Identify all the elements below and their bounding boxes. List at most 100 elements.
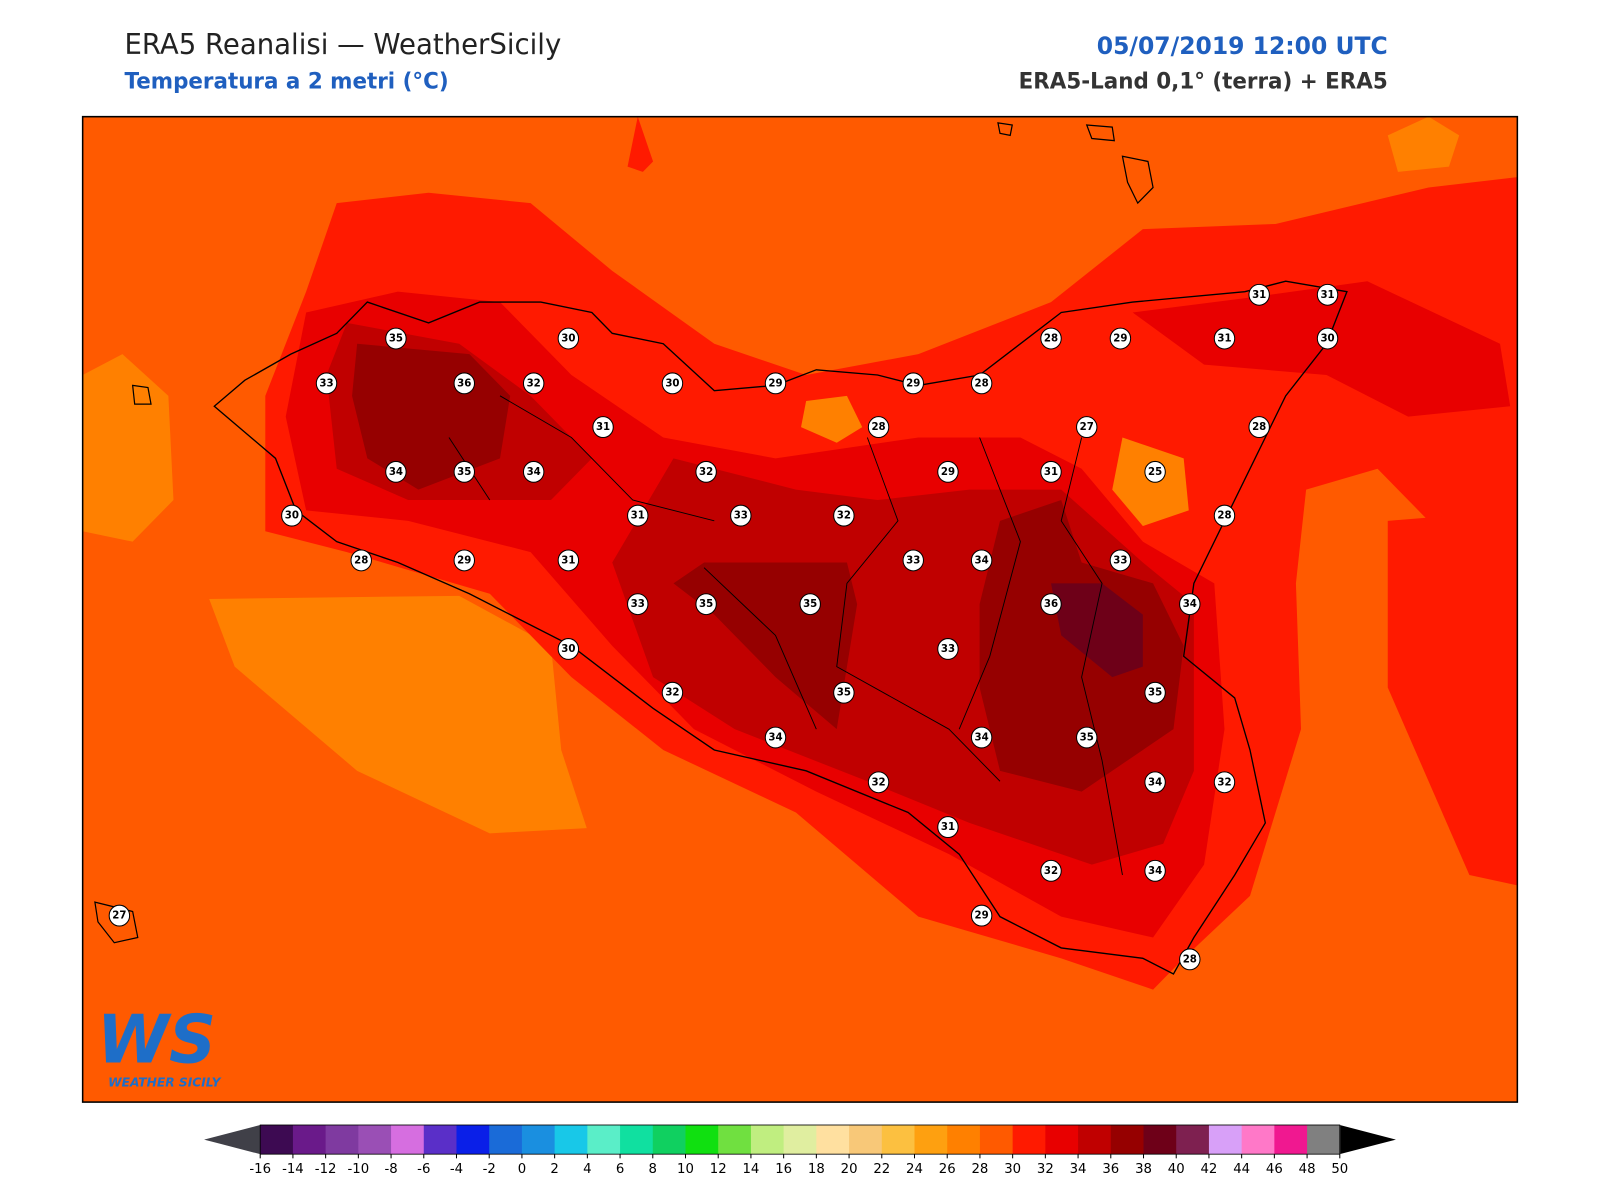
- colorbar-box: [456, 1125, 490, 1155]
- station-value: 33: [319, 377, 333, 389]
- colorbar-box: [979, 1125, 1014, 1155]
- station-value: 32: [837, 510, 851, 522]
- colorbar-box: [358, 1125, 392, 1155]
- station-value: 34: [975, 731, 989, 743]
- station-marker: [1040, 593, 1062, 616]
- station-value: 28: [1252, 421, 1266, 433]
- station-value: 31: [1252, 289, 1266, 301]
- colorbar-box: [1012, 1125, 1046, 1155]
- colorbar-tick-label: 38: [1135, 1162, 1152, 1177]
- station-value: 32: [665, 687, 679, 699]
- colorbar-box: [783, 1125, 817, 1155]
- station-marker: [695, 460, 717, 483]
- station-value: 33: [1113, 554, 1127, 566]
- colorbar-tick-label: -12: [315, 1162, 337, 1177]
- station-value: 32: [1217, 776, 1231, 788]
- colorbar-tick-label: 26: [939, 1162, 956, 1177]
- colorbar-box: [718, 1125, 752, 1155]
- station-marker: [1076, 416, 1098, 439]
- station-value: 32: [527, 377, 541, 389]
- station-value: 35: [837, 687, 851, 699]
- colorbar-box: [1208, 1125, 1243, 1155]
- station-value: 29: [975, 910, 989, 922]
- station-marker: [557, 327, 580, 350]
- station-value: 29: [906, 377, 920, 389]
- station-value: 29: [457, 554, 471, 566]
- colorbar-box: [325, 1125, 359, 1155]
- station-value: 28: [871, 421, 885, 433]
- station-value: 25: [1148, 466, 1162, 478]
- station-value: 28: [1183, 953, 1197, 965]
- station-marker: [453, 372, 475, 395]
- colorbar-box: [1241, 1125, 1275, 1155]
- station-marker: [1109, 327, 1132, 350]
- map-frame: [81, 115, 1519, 1103]
- colorbar-box: [620, 1125, 654, 1155]
- colorbar-box: [849, 1125, 883, 1155]
- station-marker: [1213, 504, 1236, 527]
- colorbar-tick-label: -4: [450, 1162, 463, 1177]
- station-marker: [970, 726, 993, 749]
- colorbar-tick-label: 0: [518, 1162, 526, 1177]
- station-value: 35: [1080, 731, 1094, 743]
- station-marker: [385, 460, 407, 483]
- colorbar-box: [750, 1125, 785, 1155]
- station-marker: [1248, 416, 1270, 439]
- colorbar: -16 -14 -12 -10 -8 -6 -4 -2 0 2 4 6 8 10 12 14 16 18 20 22 2…: [204, 1124, 1396, 1177]
- colorbar-tick-label: 32: [1037, 1162, 1054, 1177]
- station-value: 35: [457, 466, 471, 478]
- colorbar-box: [1110, 1125, 1145, 1155]
- station-marker: [315, 372, 338, 395]
- station-marker: [350, 549, 372, 572]
- colorbar-box: [1307, 1125, 1341, 1155]
- station-value: 28: [1217, 510, 1231, 522]
- colorbar-over: [1339, 1125, 1396, 1155]
- station-marker: [833, 681, 855, 704]
- station-marker: [695, 593, 717, 616]
- station-marker: [522, 372, 545, 395]
- colorbar-tick-label: 40: [1168, 1162, 1185, 1177]
- colorbar-tick-label: 6: [616, 1162, 624, 1177]
- colorbar-box: [685, 1125, 719, 1155]
- colorbar-box: [652, 1125, 687, 1155]
- colorbar-tick-label: 34: [1070, 1162, 1087, 1177]
- colorbar-tick-label: 28: [971, 1162, 988, 1177]
- colorbar-tick-label: 22: [873, 1162, 890, 1177]
- colorbar-tick-label: -16: [249, 1162, 271, 1177]
- colorbar-box: [554, 1125, 588, 1155]
- station-value: 30: [285, 510, 299, 522]
- station-marker: [1040, 460, 1062, 483]
- colorbar-box: [521, 1125, 556, 1155]
- station-marker: [902, 372, 924, 395]
- station-value: 34: [1148, 865, 1162, 877]
- station-value: 33: [734, 510, 748, 522]
- station-marker: [557, 549, 580, 572]
- station-value: 34: [389, 466, 403, 478]
- station-value: 29: [768, 377, 782, 389]
- station-marker: [453, 460, 475, 483]
- station-value: 31: [1044, 466, 1058, 478]
- station-value: 31: [1320, 289, 1334, 301]
- station-value: 27: [112, 910, 126, 922]
- station-value: 33: [631, 598, 645, 610]
- colorbar-tick-label: -14: [282, 1162, 304, 1177]
- station-value: 29: [1113, 332, 1127, 344]
- station-marker: [937, 460, 959, 483]
- station-value: 35: [389, 332, 403, 344]
- station-value: 29: [941, 466, 955, 478]
- subtitle: Temperatura a 2 metri (°C): [124, 69, 448, 94]
- colorbar-tick-label: -2: [483, 1162, 496, 1177]
- station-value: 35: [803, 598, 817, 610]
- colorbar-box: [881, 1125, 916, 1155]
- station-marker: [730, 504, 752, 527]
- source: ERA5-Land 0,1° (terra) + ERA5: [1019, 69, 1388, 94]
- colorbar-tick-label: 20: [841, 1162, 858, 1177]
- station-value: 32: [699, 466, 713, 478]
- station-marker: [937, 816, 959, 839]
- colorbar-under: [204, 1125, 261, 1155]
- colorbar-tick-label: 24: [906, 1162, 923, 1177]
- station-marker: [627, 504, 649, 527]
- station-value: 34: [1183, 598, 1197, 610]
